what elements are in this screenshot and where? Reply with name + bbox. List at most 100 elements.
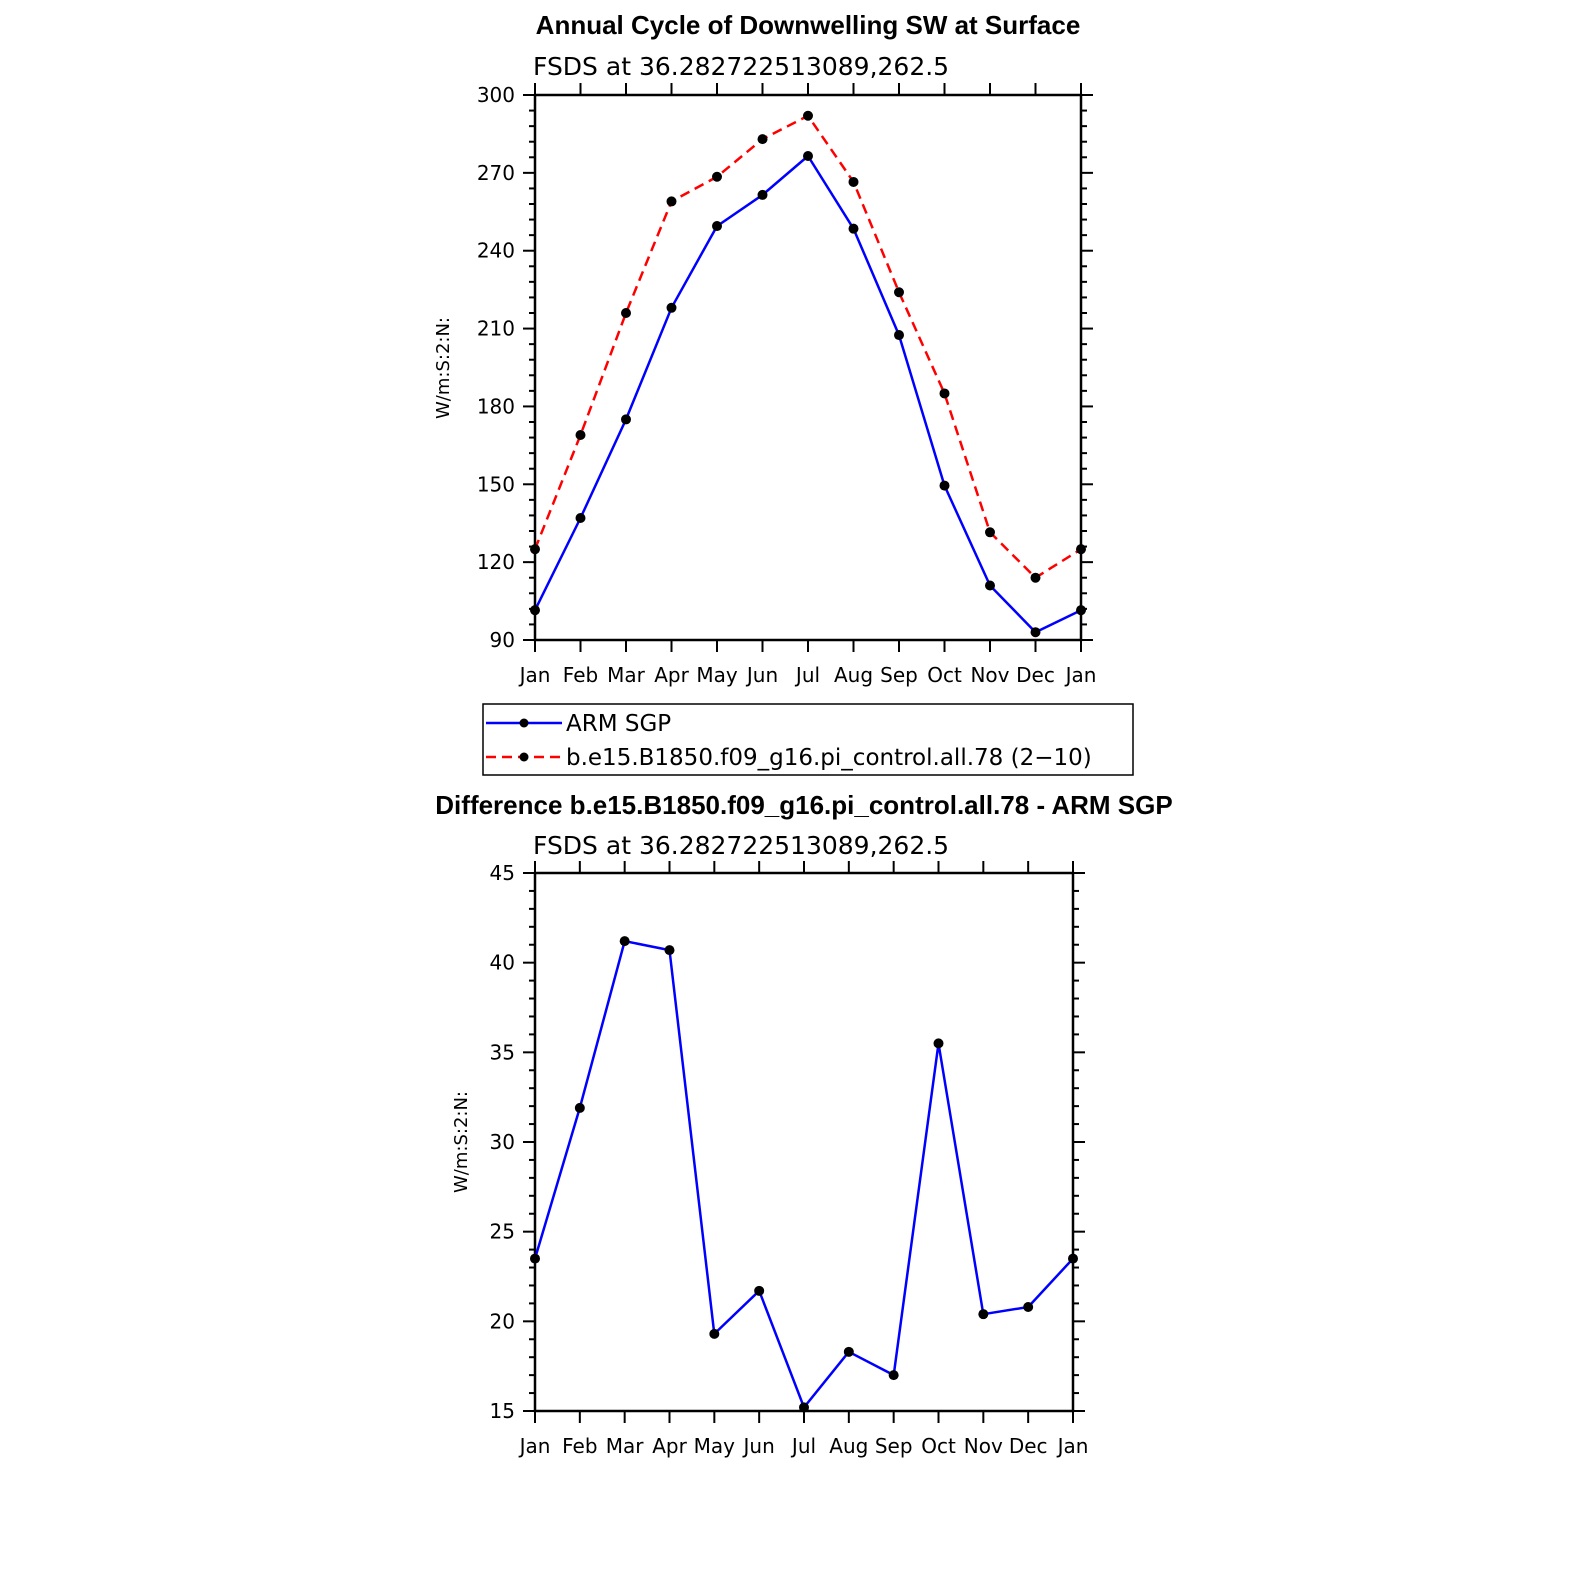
chart1-x-tick-label: Jul: [794, 663, 820, 687]
legend-label-arm-sgp: ARM SGP: [566, 711, 671, 737]
chart1-series-1-point: [939, 388, 950, 399]
chart2-series-0-point: [664, 945, 675, 956]
legend-box: [482, 703, 1134, 776]
chart2-series-0-point: [799, 1402, 809, 1413]
chart1-x-tick-label: Jan: [1064, 663, 1097, 687]
chart1-series-0-point: [575, 513, 586, 524]
chart2-series-0-point: [843, 1346, 854, 1357]
chart1-series-1-point: [575, 429, 586, 440]
chart1-series-1-point: [757, 134, 768, 145]
chart1-title: Annual Cycle of Downwelling SW at Surfac…: [536, 10, 1081, 40]
chart2-x-tick-label: Sep: [875, 1434, 913, 1458]
chart2-x-tick-label: Aug: [829, 1434, 868, 1458]
chart1-subtitle: FSDS at 36.282722513089,262.5: [533, 52, 949, 81]
chart1-series-0-point: [621, 414, 631, 425]
chart2-series-0-point: [530, 1253, 540, 1264]
legend: ARM SGP b.e15.B1850.f09_g16.pi_control.a…: [482, 703, 1134, 776]
chart1-series: [530, 110, 1086, 638]
chart2-y-tick-label: 35: [490, 1040, 515, 1064]
chart1-x-tick-label: Mar: [607, 663, 646, 687]
chart1-x-tick-label: Oct: [927, 663, 962, 687]
chart1-y-tick-label: 120: [477, 550, 515, 574]
chart1-y-tick-label: 180: [477, 394, 515, 418]
chart1-series-0-point: [712, 221, 722, 232]
chart2-x-tick-label: Jan: [518, 1434, 551, 1458]
chart2-axes: [523, 861, 1085, 1423]
chart1-y-tick-label: 240: [477, 239, 515, 263]
chart2-series-0-point: [933, 1038, 944, 1049]
chart1-series-1-point: [985, 527, 995, 538]
chart2-x-tick-label: May: [694, 1434, 736, 1458]
chart1-series-0-point: [757, 189, 768, 200]
legend-marker-arm-sgp: [519, 718, 529, 728]
chart1-x-tick-label: Jan: [518, 663, 551, 687]
chart2-tick-labels: 15 20 25 30 35 40 45 Jan Feb Mar Apr May Jun Jul Aug Se…: [490, 861, 1089, 1458]
chart2-series: [530, 936, 1078, 1413]
chart1-series-0-point: [985, 580, 995, 591]
chart2-y-tick-label: 15: [490, 1399, 515, 1423]
chart1-series-1-point: [894, 287, 904, 298]
chart1-series-line-0: [533, 154, 1082, 634]
chart2-series-line-0: [533, 939, 1074, 1409]
annual-cycle-chart: Annual Cycle of Downwelling SW at Surfac…: [433, 10, 1096, 687]
chart1-series-1-point: [803, 110, 813, 121]
chart1-x-tick-label: Nov: [970, 663, 1009, 687]
chart2-plot-frame: [533, 871, 1075, 1413]
chart2-series-0-point: [1068, 1253, 1078, 1264]
chart1-x-tick-label: Feb: [563, 663, 598, 687]
chart2-series-0-point: [754, 1285, 765, 1296]
chart2-y-tick-label: 40: [490, 951, 515, 975]
chart2-y-tick-label: 30: [490, 1130, 515, 1154]
chart1-series-1-point: [1030, 572, 1041, 583]
chart1-series-0-point: [803, 150, 813, 161]
chart2-y-tick-label: 20: [490, 1309, 515, 1333]
chart1-series-0-point: [939, 480, 950, 491]
chart1-x-tick-label: Jun: [745, 663, 778, 687]
chart1-y-axis-label: W/m:S:2:N:: [433, 317, 454, 419]
chart1-series-1-point: [666, 196, 677, 207]
chart2-series-0-point: [978, 1309, 989, 1320]
chart2-x-tick-label: Oct: [921, 1434, 956, 1458]
difference-chart: Difference b.e15.B1850.f09_g16.pi_contro…: [435, 790, 1172, 1458]
chart1-series-0-point: [894, 330, 904, 341]
chart1-series-line-1: [533, 114, 1082, 579]
chart2-x-tick-label: Jul: [790, 1434, 816, 1458]
chart1-x-tick-label: Sep: [880, 663, 918, 687]
chart2-series-0-point: [574, 1102, 585, 1113]
chart1-series-0-point: [666, 302, 677, 313]
chart2-x-tick-label: Feb: [562, 1434, 597, 1458]
chart1-y-tick-label: 90: [490, 628, 515, 652]
chart1-y-tick-label: 270: [477, 161, 515, 185]
chart2-series-0-point: [619, 936, 630, 947]
chart2-y-tick-label: 25: [490, 1220, 515, 1244]
chart2-subtitle: FSDS at 36.282722513089,262.5: [533, 831, 949, 860]
chart2-y-tick-label: 45: [490, 861, 515, 885]
legend-marker-model: [519, 752, 529, 762]
chart1-y-tick-label: 210: [477, 317, 515, 341]
chart2-x-tick-label: Jan: [1056, 1434, 1089, 1458]
chart2-x-tick-label: Dec: [1009, 1434, 1048, 1458]
chart1-series-1-point: [1076, 544, 1086, 555]
chart2-x-tick-label: Mar: [606, 1434, 645, 1458]
chart2-x-tick-label: Nov: [964, 1434, 1003, 1458]
chart1-series-1-point: [530, 544, 540, 555]
chart1-tick-labels: 90 120 150 180 210 240 270 300 Jan Feb Mar Apr May Ju…: [477, 83, 1097, 687]
chart1-y-tick-label: 150: [477, 472, 515, 496]
chart1-axes: [523, 83, 1093, 652]
chart2-series-0-point: [709, 1328, 720, 1339]
chart2-x-tick-label: Apr: [652, 1434, 687, 1458]
chart1-y-tick-label: 300: [477, 83, 515, 107]
chart1-x-tick-label: Dec: [1016, 663, 1055, 687]
chart2-series-0-point: [1023, 1301, 1034, 1312]
chart1-x-tick-label: May: [696, 663, 738, 687]
chart2-series-0-point: [888, 1370, 899, 1381]
chart1-series-0-point: [530, 605, 540, 616]
legend-label-model: b.e15.B1850.f09_g16.pi_control.all.78 (2…: [566, 745, 1092, 771]
chart2-y-axis-label: W/m:S:2:N:: [451, 1091, 472, 1193]
chart1-series-0-point: [848, 223, 859, 234]
chart2-x-tick-label: Jun: [742, 1434, 775, 1458]
chart1-x-tick-label: Aug: [834, 663, 873, 687]
chart1-series-0-point: [1030, 627, 1041, 638]
chart1-series-1-point: [848, 176, 859, 187]
